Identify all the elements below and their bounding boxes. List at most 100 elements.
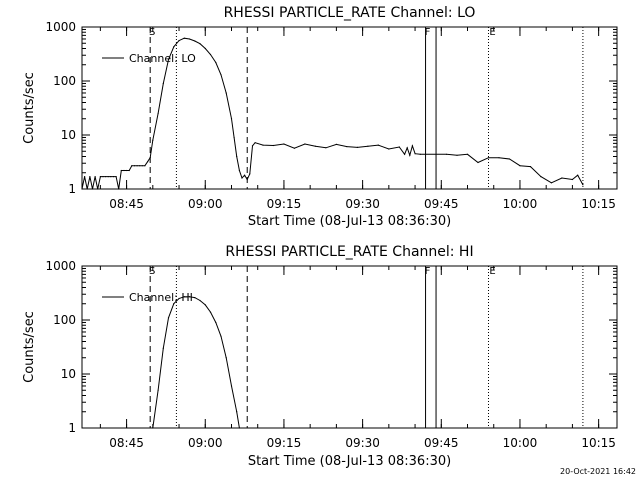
x-tick-label: 09:00 bbox=[188, 436, 223, 450]
data-point bbox=[162, 347, 164, 349]
data-point bbox=[251, 145, 254, 147]
x-tick-label: 10:15 bbox=[581, 197, 616, 211]
y-tick-label: 1 bbox=[68, 421, 76, 435]
data-point bbox=[466, 153, 469, 155]
data-point bbox=[236, 411, 238, 413]
series-line bbox=[152, 296, 240, 429]
data-point bbox=[304, 143, 306, 145]
data-point bbox=[571, 178, 574, 181]
plot-frame bbox=[81, 265, 618, 429]
data-point bbox=[456, 154, 458, 156]
data-point bbox=[293, 147, 295, 149]
data-point bbox=[215, 321, 217, 324]
data-point bbox=[199, 299, 201, 302]
x-tick-label: 10:15 bbox=[581, 436, 616, 450]
data-point bbox=[107, 176, 109, 178]
data-point bbox=[81, 188, 83, 190]
data-point bbox=[141, 165, 143, 167]
data-point bbox=[346, 146, 348, 148]
data-point bbox=[236, 155, 238, 158]
data-point bbox=[139, 165, 141, 167]
data-point bbox=[188, 38, 191, 40]
data-point bbox=[215, 61, 217, 64]
data-point bbox=[425, 153, 427, 155]
data-point bbox=[414, 153, 416, 155]
data-point bbox=[112, 176, 115, 178]
data-point bbox=[508, 158, 511, 160]
data-point bbox=[152, 139, 154, 141]
data-point bbox=[419, 153, 421, 155]
data-point bbox=[238, 427, 240, 429]
flag-end-label: E bbox=[489, 266, 495, 277]
data-point bbox=[225, 357, 227, 359]
data-point bbox=[194, 297, 196, 299]
y-tick-label: 10 bbox=[61, 128, 76, 142]
data-point bbox=[561, 177, 563, 179]
x-tick-label: 09:30 bbox=[345, 436, 380, 450]
x-tick-label: 09:45 bbox=[424, 436, 459, 450]
data-point bbox=[183, 296, 185, 298]
chart-title: RHESSI PARTICLE_RATE Channel: LO bbox=[224, 5, 476, 21]
data-point bbox=[220, 335, 222, 337]
data-point bbox=[230, 385, 233, 387]
data-point bbox=[157, 112, 159, 115]
data-point bbox=[84, 176, 86, 178]
data-point bbox=[388, 148, 390, 150]
x-tick-label: 08:45 bbox=[109, 197, 144, 211]
data-point bbox=[529, 166, 532, 168]
x-tick-label: 10:00 bbox=[503, 436, 538, 450]
data-point bbox=[133, 165, 136, 167]
data-point bbox=[99, 176, 101, 178]
data-point bbox=[173, 46, 175, 48]
data-point bbox=[233, 136, 235, 139]
y-tick-label: 1000 bbox=[45, 20, 76, 34]
x-tick-label: 09:15 bbox=[267, 436, 302, 450]
data-point bbox=[398, 146, 400, 148]
legend-label: Channel: LO bbox=[129, 52, 196, 65]
data-point bbox=[91, 188, 94, 190]
data-point bbox=[409, 154, 411, 156]
data-point bbox=[498, 157, 500, 159]
data-point bbox=[254, 142, 256, 144]
data-point bbox=[131, 165, 133, 167]
data-point bbox=[188, 296, 191, 298]
y-tick-label: 10 bbox=[61, 367, 76, 381]
data-point bbox=[167, 317, 170, 319]
y-tick-label: 100 bbox=[53, 74, 76, 88]
data-point bbox=[238, 169, 240, 172]
data-point bbox=[283, 143, 285, 145]
y-tick-label: 1000 bbox=[45, 259, 76, 273]
x-tick-label: 09:15 bbox=[267, 197, 302, 211]
data-point bbox=[149, 157, 151, 159]
data-point bbox=[477, 161, 479, 164]
data-point bbox=[406, 147, 408, 149]
data-point bbox=[244, 174, 246, 176]
data-point bbox=[126, 169, 128, 172]
data-point bbox=[178, 297, 180, 300]
data-point bbox=[178, 40, 180, 42]
data-point bbox=[157, 389, 159, 391]
data-point bbox=[105, 176, 107, 178]
flag-f-label: F bbox=[425, 27, 431, 38]
data-point bbox=[204, 304, 206, 306]
chart-title: RHESSI PARTICLE_RATE Channel: HI bbox=[225, 244, 473, 260]
data-point bbox=[220, 74, 222, 76]
data-point bbox=[445, 153, 448, 155]
data-point bbox=[356, 146, 358, 148]
data-point bbox=[404, 153, 406, 155]
data-point bbox=[136, 165, 138, 167]
y-axis-label: Counts/sec bbox=[22, 72, 37, 144]
data-point bbox=[230, 118, 233, 120]
flag-f-label: F bbox=[425, 266, 431, 277]
x-tick-label: 09:45 bbox=[424, 197, 459, 211]
x-tick-label: 08:45 bbox=[109, 436, 144, 450]
data-point bbox=[162, 82, 164, 85]
data-point bbox=[335, 143, 337, 145]
y-tick-label: 1 bbox=[68, 182, 76, 196]
data-point bbox=[314, 145, 316, 147]
data-point bbox=[246, 178, 248, 181]
data-point bbox=[550, 182, 553, 184]
legend-label: Channel: HI bbox=[129, 291, 193, 304]
data-point bbox=[540, 176, 542, 178]
x-tick-label: 10:00 bbox=[503, 197, 538, 211]
